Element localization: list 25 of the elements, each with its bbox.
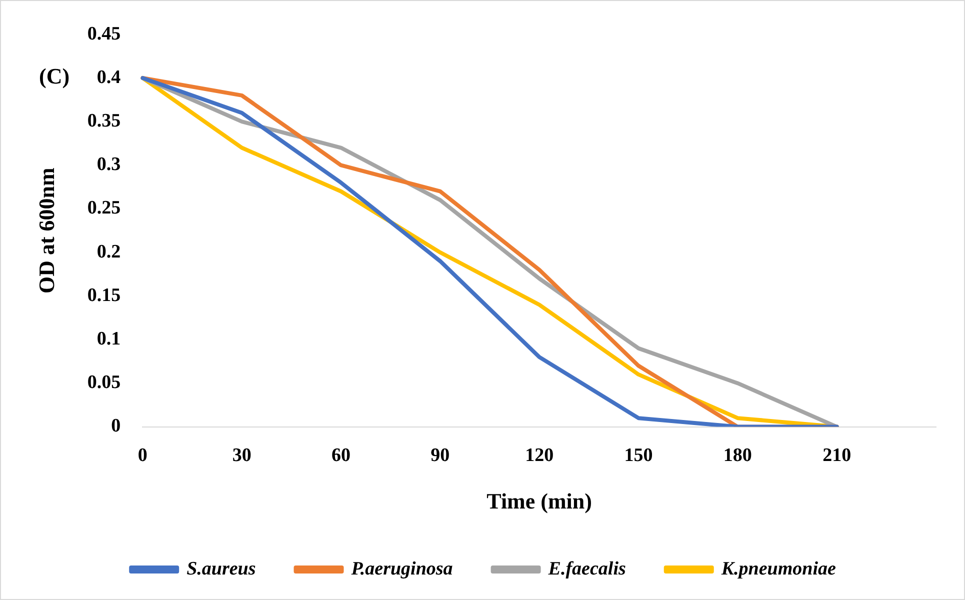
y-tick-label: 0.2 [96, 241, 121, 262]
y-tick-label: 0.4 [96, 66, 122, 88]
x-tick-label: 150 [624, 445, 653, 466]
x-tick-label: 210 [822, 445, 852, 466]
x-tick-label: 30 [232, 445, 252, 466]
y-tick-label: 0.3 [96, 154, 121, 176]
y-tick-label: 0.35 [87, 110, 121, 132]
x-tick-label: 180 [723, 445, 752, 466]
y-axis-title: OD at 600nm [34, 168, 59, 294]
x-axis-title: Time (min) [486, 488, 592, 514]
y-tick-label: 0.45 [87, 23, 121, 44]
text: (C) [39, 64, 70, 89]
x-tick-label: 90 [430, 445, 450, 466]
y-tick-label: 0.1 [96, 328, 121, 350]
y-tick-label: 0.25 [87, 198, 121, 219]
legend-label: E.faecalis [547, 558, 626, 580]
x-tick-label: 0 [138, 445, 148, 466]
legend-label: K.pneumoniae [720, 558, 836, 580]
x-tick-label: 120 [525, 445, 554, 466]
y-tick-label: 0 [111, 416, 121, 437]
y-tick-label: 0.15 [87, 284, 121, 306]
x-tick-label: 60 [331, 445, 350, 466]
y-tick-label: 0.05 [87, 372, 121, 394]
legend-label: S.aureus [186, 558, 256, 580]
legend-label: P.aeruginosa [350, 558, 454, 580]
